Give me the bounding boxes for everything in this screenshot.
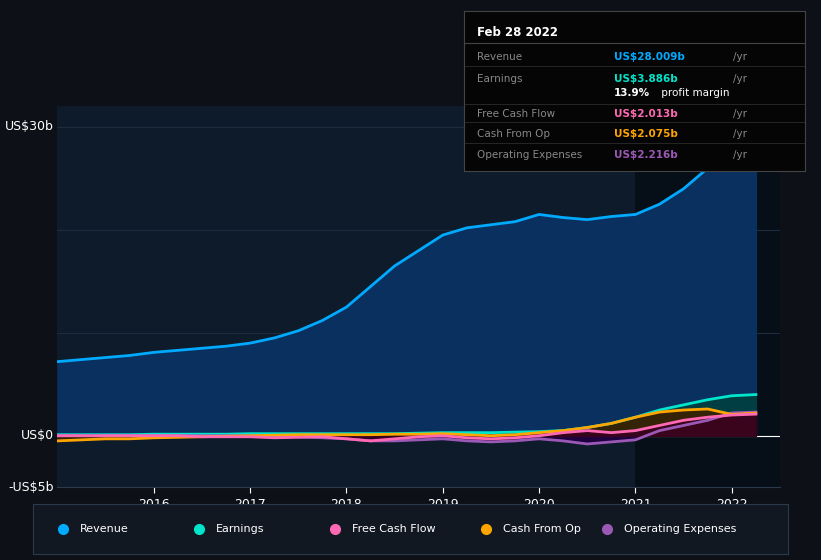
Text: US$30b: US$30b <box>5 120 54 133</box>
Text: /yr: /yr <box>733 129 747 139</box>
Text: US$2.216b: US$2.216b <box>614 150 677 160</box>
Text: Revenue: Revenue <box>80 524 128 534</box>
Text: Free Cash Flow: Free Cash Flow <box>351 524 435 534</box>
Text: profit margin: profit margin <box>658 87 730 97</box>
Text: US$3.886b: US$3.886b <box>614 74 677 84</box>
Text: Feb 28 2022: Feb 28 2022 <box>478 26 558 39</box>
Text: Operating Expenses: Operating Expenses <box>478 150 583 160</box>
Text: Operating Expenses: Operating Expenses <box>623 524 736 534</box>
Text: /yr: /yr <box>733 150 747 160</box>
Text: Earnings: Earnings <box>478 74 523 84</box>
Bar <box>635 106 780 487</box>
Text: US$2.075b: US$2.075b <box>614 129 677 139</box>
Text: Cash From Op: Cash From Op <box>478 129 551 139</box>
Text: US$0: US$0 <box>21 430 54 442</box>
Text: 13.9%: 13.9% <box>614 87 650 97</box>
Text: US$2.013b: US$2.013b <box>614 109 677 119</box>
Text: Revenue: Revenue <box>478 52 523 62</box>
Text: Cash From Op: Cash From Op <box>502 524 580 534</box>
Text: /yr: /yr <box>733 109 747 119</box>
Text: Free Cash Flow: Free Cash Flow <box>478 109 556 119</box>
Text: US$28.009b: US$28.009b <box>614 52 685 62</box>
Text: Earnings: Earnings <box>216 524 264 534</box>
Text: -US$5b: -US$5b <box>8 480 54 494</box>
Text: /yr: /yr <box>733 74 747 84</box>
Text: /yr: /yr <box>733 52 747 62</box>
